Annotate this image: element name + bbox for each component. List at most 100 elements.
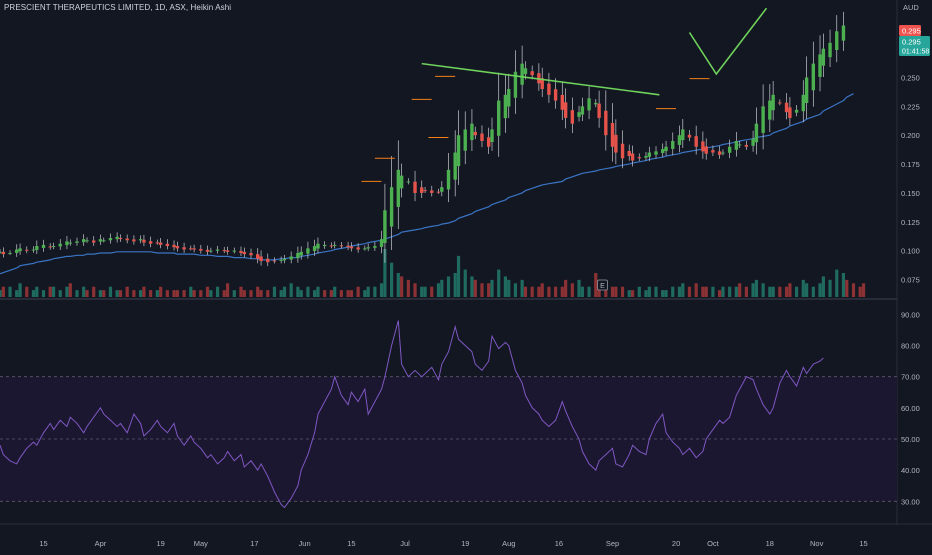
candle xyxy=(132,235,136,245)
candle-body xyxy=(215,249,220,251)
candle xyxy=(811,41,816,107)
candle xyxy=(420,180,424,199)
volume-bar xyxy=(279,290,283,297)
candle xyxy=(413,170,417,202)
candle xyxy=(470,109,474,151)
candle-body xyxy=(81,239,86,243)
price-tick-label: 0.150 xyxy=(901,189,920,198)
volume-bar xyxy=(192,290,196,297)
candle xyxy=(68,239,72,246)
candle xyxy=(175,241,180,252)
candle xyxy=(349,242,354,252)
candle xyxy=(580,97,585,122)
volume-bar xyxy=(681,283,685,297)
live-price-badge xyxy=(899,36,930,56)
candle-body xyxy=(801,94,805,112)
candle-body xyxy=(256,254,260,259)
candle xyxy=(547,72,551,103)
candle xyxy=(794,105,799,117)
volume-bar xyxy=(85,290,89,297)
candle xyxy=(761,84,765,150)
candle-body xyxy=(610,122,615,147)
candle-body xyxy=(189,248,193,250)
price-tick-label: 0.200 xyxy=(901,131,920,140)
candle-body xyxy=(430,190,434,193)
candle xyxy=(322,241,327,249)
candle-body xyxy=(677,135,682,145)
candle xyxy=(473,126,477,140)
candle xyxy=(610,103,615,162)
candle xyxy=(289,251,293,264)
candle-body xyxy=(182,247,186,250)
candle xyxy=(597,90,601,128)
candle-body xyxy=(8,252,12,254)
candle xyxy=(51,242,56,250)
volume-bar xyxy=(209,290,213,297)
volume-bar xyxy=(182,290,186,297)
volume-bar xyxy=(537,286,541,297)
candle xyxy=(363,245,367,251)
volume-bar xyxy=(272,286,277,297)
price-tick-label: 0.075 xyxy=(901,276,920,285)
volume-bar xyxy=(159,286,163,297)
volume-bar xyxy=(25,286,29,297)
volume-bar xyxy=(306,286,310,297)
candle-body xyxy=(125,238,129,241)
candle xyxy=(239,246,243,257)
candle-body xyxy=(570,110,575,124)
candle xyxy=(75,237,79,246)
candle-body xyxy=(148,241,153,244)
candle-body xyxy=(480,133,484,141)
candle xyxy=(664,140,668,156)
rsi-tick-label: 50.00 xyxy=(901,435,920,444)
candle xyxy=(249,248,253,259)
candle xyxy=(768,84,772,133)
candle-body xyxy=(821,48,826,66)
volume-bar xyxy=(470,276,474,297)
volume-bar xyxy=(821,276,825,297)
candle xyxy=(754,107,759,155)
candle-body xyxy=(456,135,461,167)
volume-bar xyxy=(51,286,56,297)
candle xyxy=(456,110,461,185)
volume-bar xyxy=(249,290,253,297)
volume-bar xyxy=(390,262,394,297)
volume-bar xyxy=(497,269,501,297)
moving-average-line xyxy=(0,93,854,275)
date-tick-label: Oct xyxy=(707,539,720,548)
candle-body xyxy=(835,31,839,51)
candle xyxy=(734,131,739,157)
candle xyxy=(694,125,698,155)
volume-bar xyxy=(851,283,856,297)
candle xyxy=(266,253,270,267)
bar-countdown-text: 01:41:58 xyxy=(902,49,929,56)
date-tick-label: 19 xyxy=(156,539,164,548)
candle xyxy=(373,242,377,251)
candle xyxy=(818,35,822,92)
date-tick-label: 15 xyxy=(39,539,47,548)
last-price-badge-text: 0.295 xyxy=(902,27,921,36)
candle-body xyxy=(266,258,270,263)
volume-bar xyxy=(520,279,524,297)
candle-body xyxy=(98,239,103,242)
rsi-tick-label: 90.00 xyxy=(901,310,920,319)
volume-bar xyxy=(383,249,387,297)
candle xyxy=(65,236,69,250)
price-tick-label: 0.175 xyxy=(901,160,920,169)
candle xyxy=(788,97,792,126)
candle xyxy=(25,246,29,254)
moving-average-layer xyxy=(0,93,854,275)
volume-bar xyxy=(530,286,534,297)
volume-bar xyxy=(664,290,668,297)
candle-body xyxy=(473,131,477,136)
volume-bar xyxy=(242,290,246,297)
candle xyxy=(430,185,434,197)
candle-body xyxy=(604,110,608,136)
volume-bar xyxy=(82,286,86,297)
candle xyxy=(256,248,260,264)
candle-body xyxy=(664,146,668,152)
volume-bar xyxy=(577,279,581,297)
volume-bar xyxy=(132,290,136,297)
